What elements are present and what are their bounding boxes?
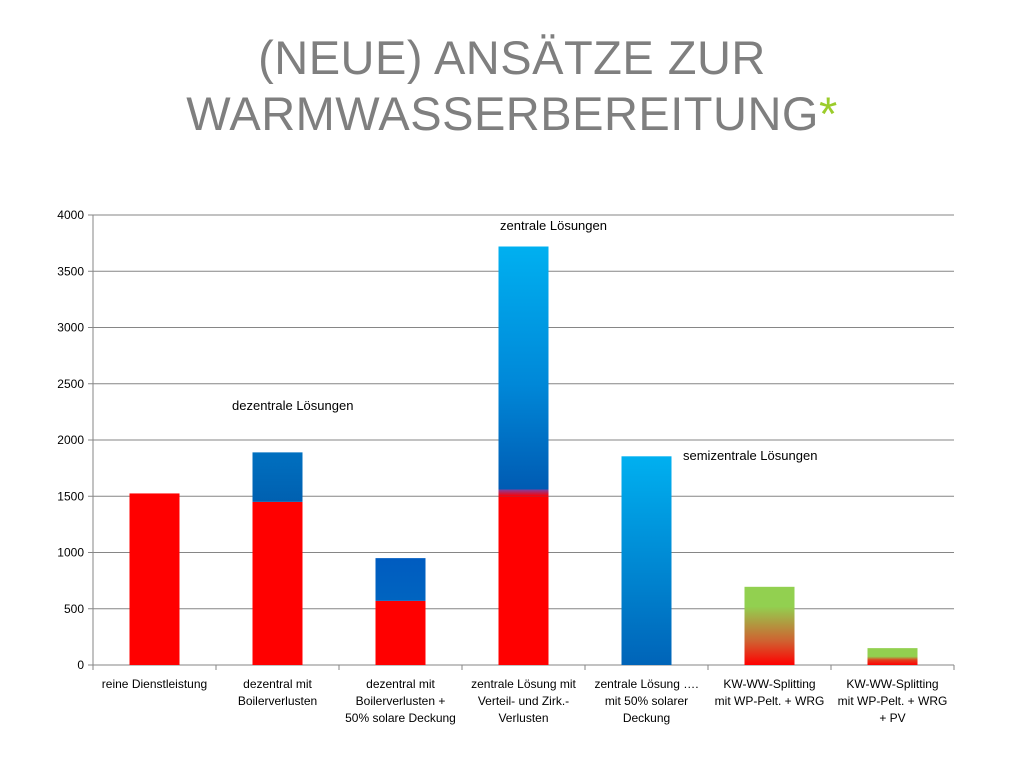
y-tick-label: 0 (77, 658, 84, 672)
bar-segment (867, 648, 918, 665)
bars (129, 246, 918, 665)
category-label-line: 50% solare Deckung (345, 711, 456, 725)
bar-segment (375, 558, 426, 601)
y-tick-label: 3000 (57, 321, 84, 335)
labels: 0 500 1000 1500 2000 2500 3000 3500 4000 reine Di… (57, 208, 947, 725)
category-label: dezentral mit Boilerverlusten + 50% solare… (345, 677, 456, 725)
y-tick-label: 3500 (57, 264, 84, 278)
category-label-line: mit 50% solarer (605, 694, 688, 708)
category-label-line: zentrale Lösung mit (471, 677, 576, 691)
y-tick-label: 1000 (57, 546, 84, 560)
y-tick-label: 2500 (57, 377, 84, 391)
slide-title: (NEUE) ANSÄTZE ZUR WARMWASSERBEREITUNG* (0, 30, 1024, 142)
title-line-1: (NEUE) ANSÄTZE ZUR (258, 31, 766, 84)
category-label-line: Deckung (623, 711, 670, 725)
bar-segment (498, 246, 549, 497)
category-label-line: Verlusten (498, 711, 548, 725)
y-tick-label: 1500 (57, 489, 84, 503)
bar-transition (498, 489, 549, 497)
category-label-line: dezentral mit (366, 677, 435, 691)
category-label: zentrale Lösung …. mit 50% solarer Deckung (594, 677, 698, 725)
category-label-line: mit WP-Pelt. + WRG (715, 694, 825, 708)
category-label-line: reine Dienstleistung (102, 677, 207, 691)
annotation: zentrale Lösungen (500, 218, 607, 233)
y-tick-label: 4000 (57, 208, 84, 222)
annotation: dezentrale Lösungen (232, 398, 353, 413)
category-label-line: mit WP-Pelt. + WRG (838, 694, 948, 708)
category-label-line: Verteil- und Zirk.- (478, 694, 569, 708)
title-line-2: WARMWASSERBEREITUNG* (0, 86, 1024, 142)
category-label-line: + PV (879, 711, 905, 725)
bar-segment (498, 496, 549, 665)
category-label: dezentral mit Boilerverlusten (238, 677, 317, 708)
bar-segment (375, 600, 426, 665)
category-label-line: Boilerverlusten + (356, 694, 446, 708)
bar-segment (744, 586, 795, 665)
category-label-line: zentrale Lösung …. (594, 677, 698, 691)
annotation: semizentrale Lösungen (683, 448, 817, 463)
bar-segment (129, 493, 180, 665)
category-label-line: KW-WW-Splitting (846, 677, 938, 691)
category-label-line: Boilerverlusten (238, 694, 317, 708)
category-label: reine Dienstleistung (102, 677, 207, 691)
category-label: KW-WW-Splitting mit WP-Pelt. + WRG + PV (838, 677, 948, 725)
title-star: * (818, 87, 838, 140)
y-tick-label: 2000 (57, 433, 84, 447)
bar-segment (621, 456, 672, 665)
bar-segment (252, 501, 303, 665)
title-line-2-text: WARMWASSERBEREITUNG (186, 87, 819, 140)
category-label-line: dezentral mit (243, 677, 312, 691)
bar-segment (252, 452, 303, 502)
category-label: zentrale Lösung mit Verteil- und Zirk.- Ve… (471, 677, 576, 725)
category-label-line: KW-WW-Splitting (723, 677, 815, 691)
category-label: KW-WW-Splitting mit WP-Pelt. + WRG (715, 677, 825, 708)
y-tick-label: 500 (64, 602, 84, 616)
